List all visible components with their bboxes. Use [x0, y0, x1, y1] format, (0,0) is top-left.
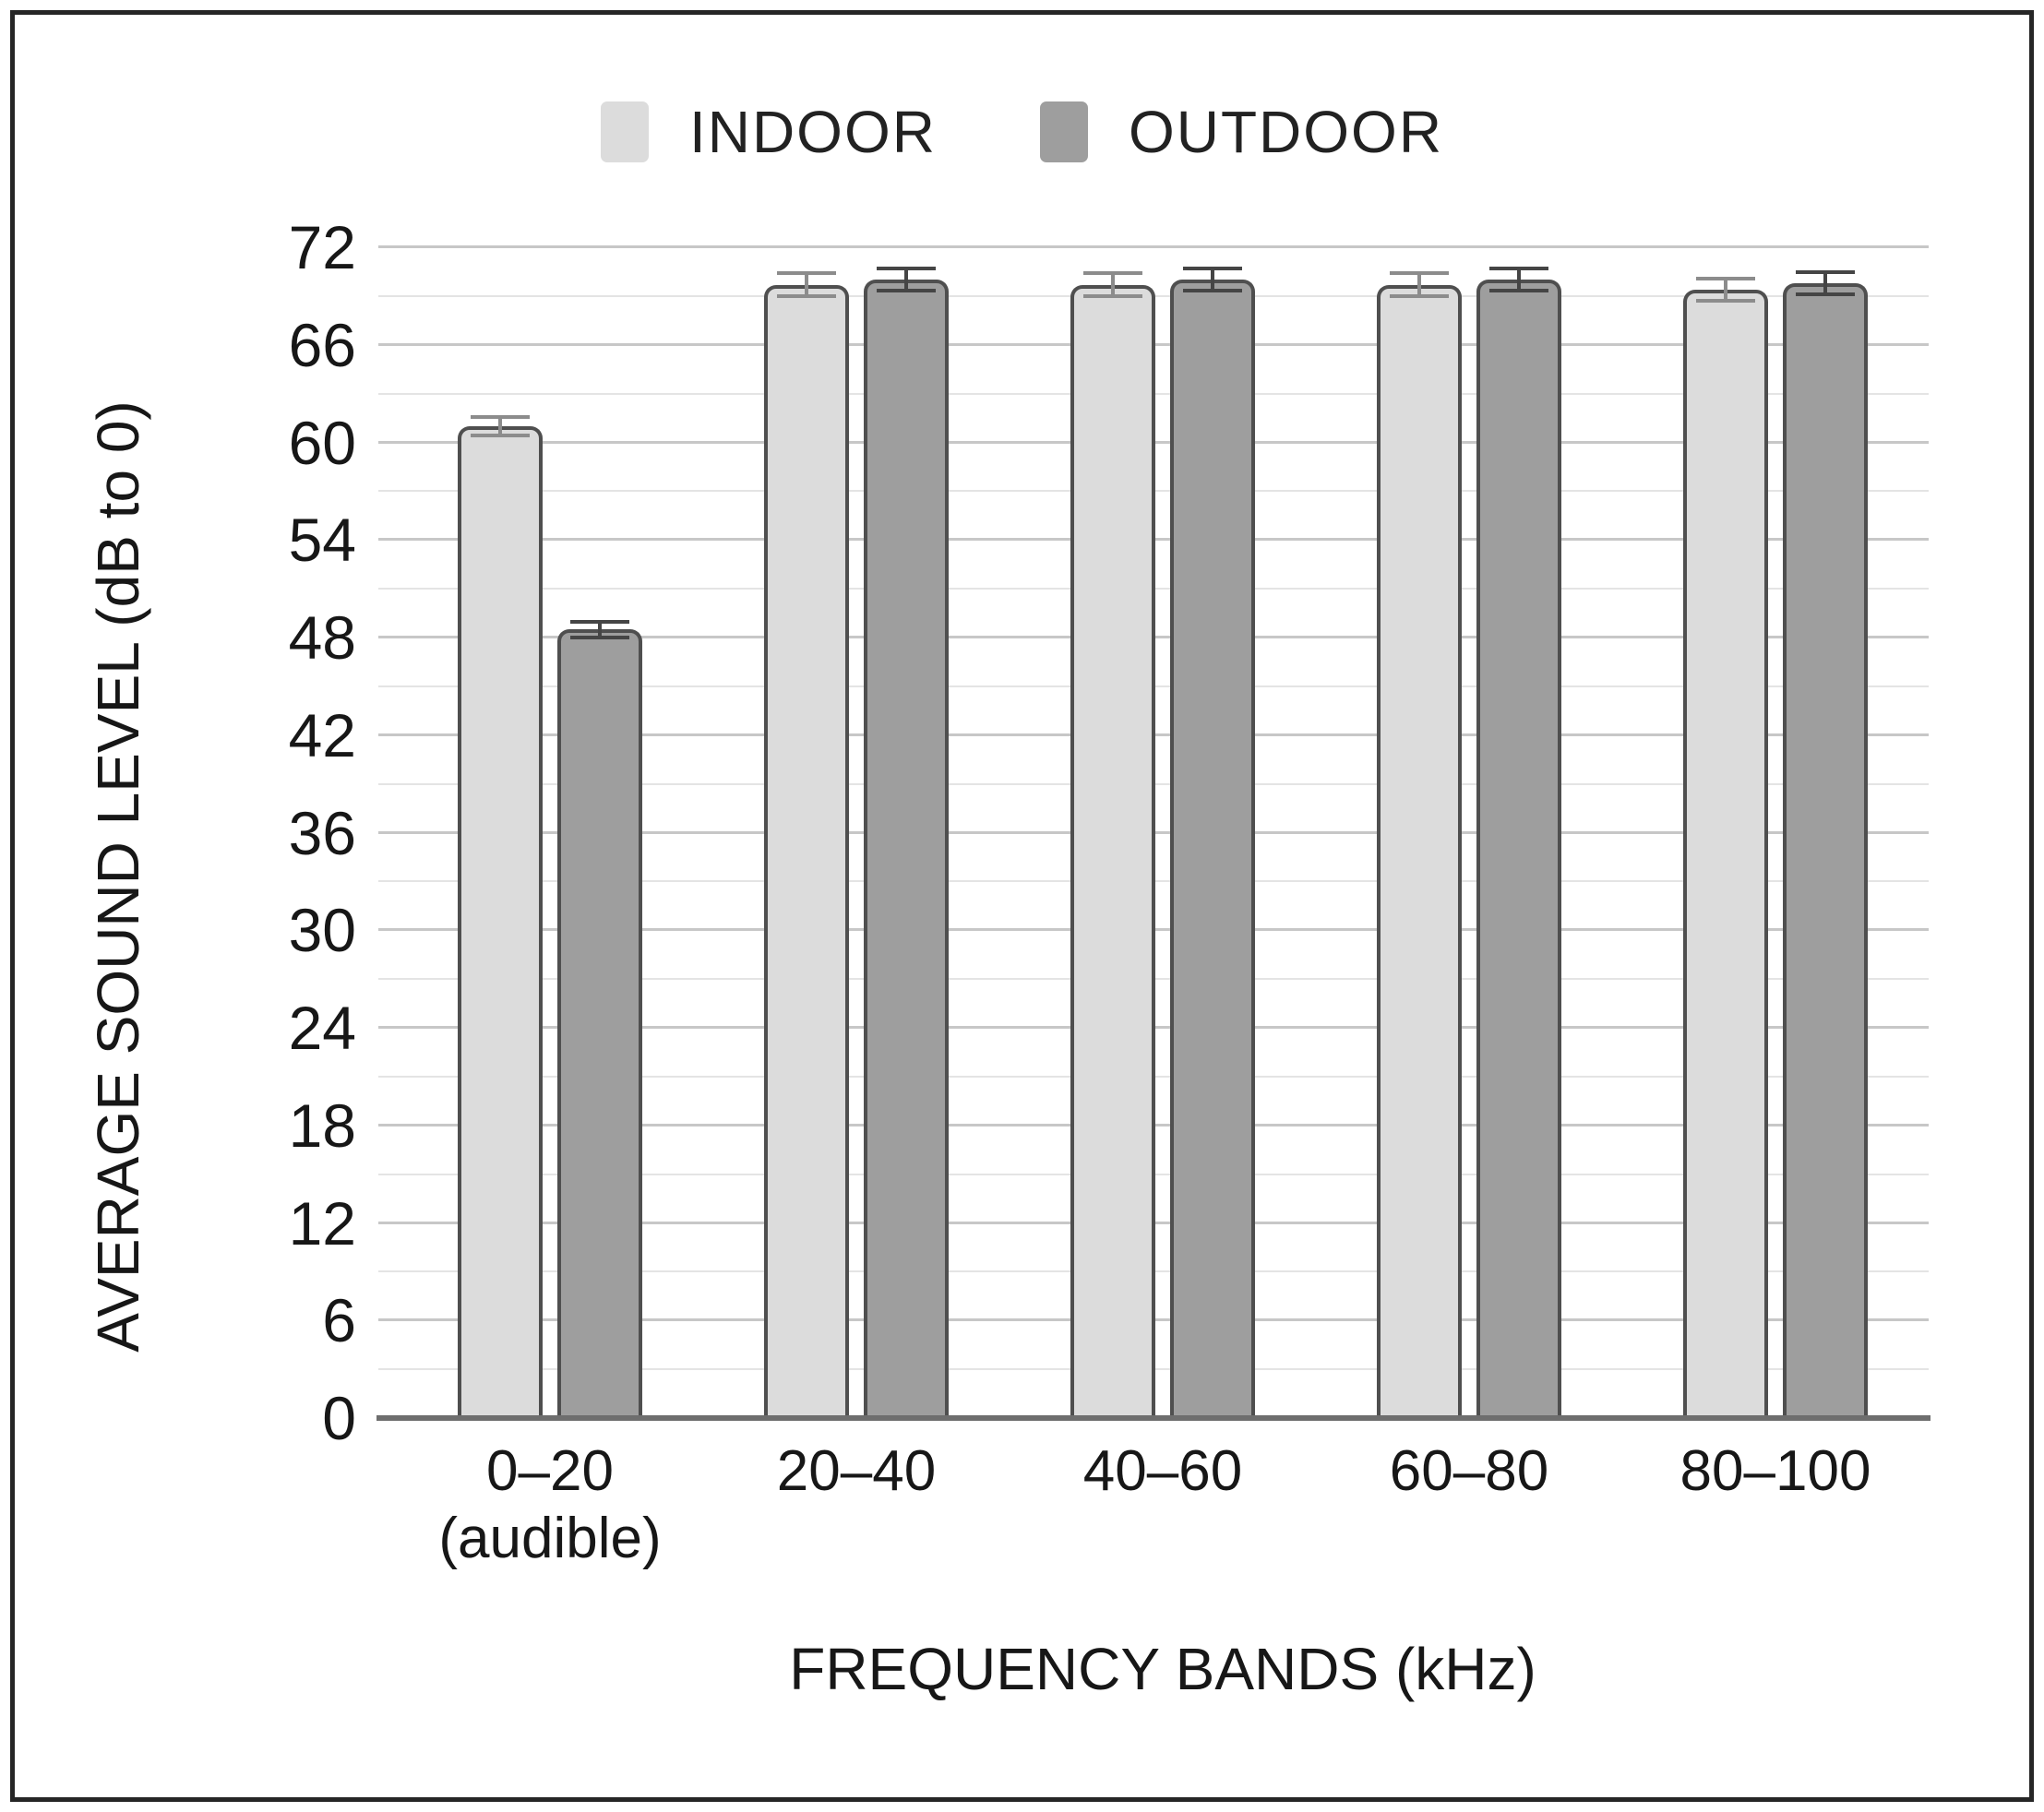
legend-swatch-outdoor: [1039, 101, 1088, 162]
error-cap-bottom-outdoor-40-60: [1183, 289, 1242, 293]
bar-group-0-20: [397, 247, 703, 1418]
error-bar-outdoor-0-20: [598, 619, 602, 639]
y-tick-label: 60: [288, 408, 356, 477]
gridline-major: [378, 245, 1929, 248]
error-cap-bottom-outdoor-0-20: [570, 635, 629, 639]
error-cap-top-indoor-0-20: [471, 414, 530, 419]
y-tick-label: 30: [288, 896, 356, 965]
error-bar-outdoor-80-100: [1823, 269, 1827, 296]
error-bar-indoor-60-80: [1417, 271, 1421, 298]
error-bar-indoor-20-40: [805, 271, 808, 298]
bar-indoor-0-20: [458, 425, 543, 1418]
x-axis-title: FREQUENCY BANDS (kHz): [789, 1636, 1536, 1702]
error-cap-top-indoor-80-100: [1696, 276, 1755, 280]
error-cap-bottom-outdoor-80-100: [1796, 292, 1855, 296]
error-bar-outdoor-40-60: [1211, 267, 1214, 293]
x-tick-label: 40–60: [1010, 1437, 1316, 1572]
error-cap-bottom-indoor-0-20: [471, 434, 530, 438]
bar-group-80-100: [1622, 247, 1929, 1418]
error-cap-top-outdoor-80-100: [1796, 269, 1855, 274]
error-cap-bottom-indoor-60-80: [1390, 293, 1449, 298]
bar-groups: [397, 247, 1929, 1418]
bar-indoor-80-100: [1683, 289, 1768, 1418]
error-cap-top-indoor-20-40: [777, 271, 836, 276]
bar-indoor-40-60: [1070, 284, 1155, 1418]
bar-indoor-20-40: [764, 284, 849, 1418]
x-tick-label-text: 20–40: [776, 1439, 937, 1503]
bar-outdoor-0-20: [557, 629, 642, 1418]
error-cap-top-outdoor-20-40: [877, 267, 936, 271]
bar-group-40-60: [1010, 247, 1316, 1418]
error-cap-bottom-indoor-80-100: [1696, 298, 1755, 303]
bar-group-20-40: [703, 247, 1010, 1418]
y-tick-label: 36: [288, 798, 356, 867]
bar-outdoor-80-100: [1783, 282, 1868, 1418]
legend-label-indoor: INDOOR: [688, 99, 937, 165]
x-tick-label: 80–100: [1622, 1437, 1929, 1572]
x-tick-label-text: 0–20: [486, 1439, 614, 1503]
y-tick-label: 66: [288, 310, 356, 379]
error-cap-bottom-outdoor-60-80: [1489, 289, 1548, 293]
error-cap-top-indoor-60-80: [1390, 271, 1449, 276]
x-axis-tick-labels: 0–20 (audible) 20–40 40–60 60–80 80–100: [397, 1437, 1929, 1572]
error-cap-top-indoor-40-60: [1083, 271, 1142, 276]
y-tick-label: 24: [288, 994, 356, 1062]
bar-outdoor-60-80: [1476, 280, 1561, 1418]
error-cap-bottom-indoor-20-40: [777, 293, 836, 298]
legend-swatch-indoor: [600, 101, 649, 162]
x-tick-label-text: 60–80: [1389, 1439, 1549, 1503]
y-tick-label: 72: [288, 213, 356, 281]
bar-outdoor-40-60: [1170, 280, 1255, 1418]
y-tick-label: 12: [288, 1188, 356, 1258]
error-bar-outdoor-60-80: [1517, 267, 1521, 293]
bar-indoor-60-80: [1377, 284, 1462, 1418]
error-cap-top-outdoor-0-20: [570, 619, 629, 624]
error-bar-indoor-80-100: [1724, 276, 1727, 303]
x-tick-label: 0–20 (audible): [397, 1437, 703, 1572]
error-cap-bottom-indoor-40-60: [1083, 293, 1142, 298]
legend-item-outdoor: OUTDOOR: [1039, 98, 1444, 166]
legend-label-outdoor: OUTDOOR: [1128, 99, 1444, 165]
y-tick-label: 54: [288, 506, 356, 575]
bar-outdoor-20-40: [864, 280, 949, 1418]
x-tick-label-text: 80–100: [1679, 1439, 1871, 1503]
error-bar-indoor-0-20: [498, 414, 502, 438]
x-axis-line: [377, 1415, 1930, 1421]
x-tick-sublabel-text: (audible): [438, 1507, 662, 1571]
error-bar-outdoor-20-40: [904, 267, 908, 293]
legend-item-indoor: INDOOR: [600, 98, 937, 166]
y-tick-label: 0: [322, 1384, 356, 1452]
x-tick-label: 60–80: [1316, 1437, 1622, 1572]
error-cap-top-outdoor-40-60: [1183, 267, 1242, 271]
y-tick-label: 18: [288, 1091, 356, 1160]
error-cap-bottom-outdoor-20-40: [877, 289, 936, 293]
bar-group-60-80: [1316, 247, 1622, 1418]
plot-area: [377, 245, 1930, 1421]
y-axis-tick-labels: 0 6 12 18 24 30 36 42 48 54 60 66 72: [0, 213, 367, 1452]
y-tick-label: 6: [322, 1286, 356, 1355]
y-tick-label: 48: [288, 603, 356, 672]
error-bar-indoor-40-60: [1111, 271, 1115, 298]
legend: INDOOR OUTDOOR: [0, 98, 2044, 166]
error-cap-top-outdoor-60-80: [1489, 267, 1548, 271]
x-tick-label-text: 40–60: [1082, 1439, 1243, 1503]
x-tick-label: 20–40: [703, 1437, 1010, 1572]
y-tick-label: 42: [288, 700, 356, 769]
